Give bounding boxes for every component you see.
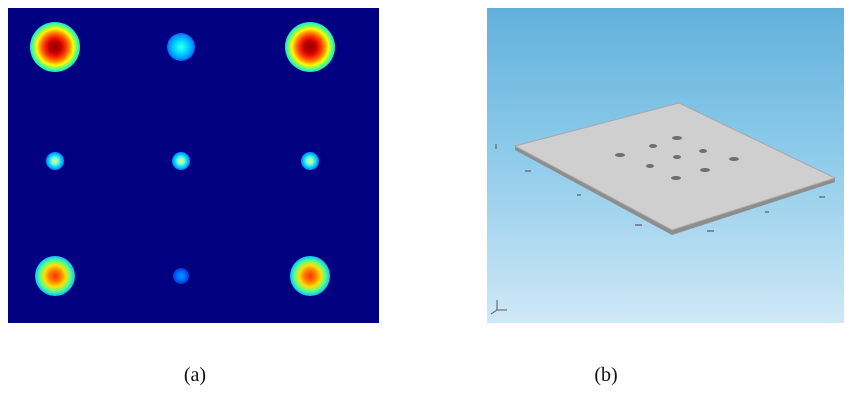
spot-row2-right: [301, 152, 319, 170]
tick-mark: [819, 196, 825, 198]
tick-mark: [577, 194, 581, 196]
hole: [646, 164, 654, 168]
tick-mark: [525, 170, 531, 172]
hole: [649, 144, 657, 148]
spot-row1-center: [167, 33, 195, 61]
hole: [700, 168, 710, 172]
caption-a: (a): [183, 364, 207, 386]
spot-row3-right: [290, 256, 330, 296]
spot-row3-center: [173, 268, 189, 284]
tick-mark: [765, 211, 769, 213]
spot-row1-right: [285, 22, 335, 72]
spot-row1-left: [30, 22, 80, 72]
hole: [671, 176, 681, 180]
spot-row2-left: [46, 152, 64, 170]
edge-tick-marks: [495, 144, 825, 232]
plate-top: [513, 102, 837, 231]
hole: [673, 155, 681, 159]
hole: [729, 157, 739, 161]
spot-row3-left: [35, 256, 75, 296]
hole: [672, 136, 682, 140]
axis-triad-icon: [490, 300, 507, 315]
spot-row2-center: [172, 152, 190, 170]
tick-mark: [707, 230, 714, 232]
plate-render-image: [487, 8, 844, 323]
plate-holes: [615, 136, 739, 180]
hole: [615, 153, 625, 157]
caption-b: (b): [594, 364, 618, 386]
hole: [699, 149, 707, 153]
tick-mark: [495, 144, 497, 149]
tick-mark: [635, 224, 642, 226]
plate-render-svg: [490, 102, 837, 315]
heatmap-image: [8, 8, 379, 323]
